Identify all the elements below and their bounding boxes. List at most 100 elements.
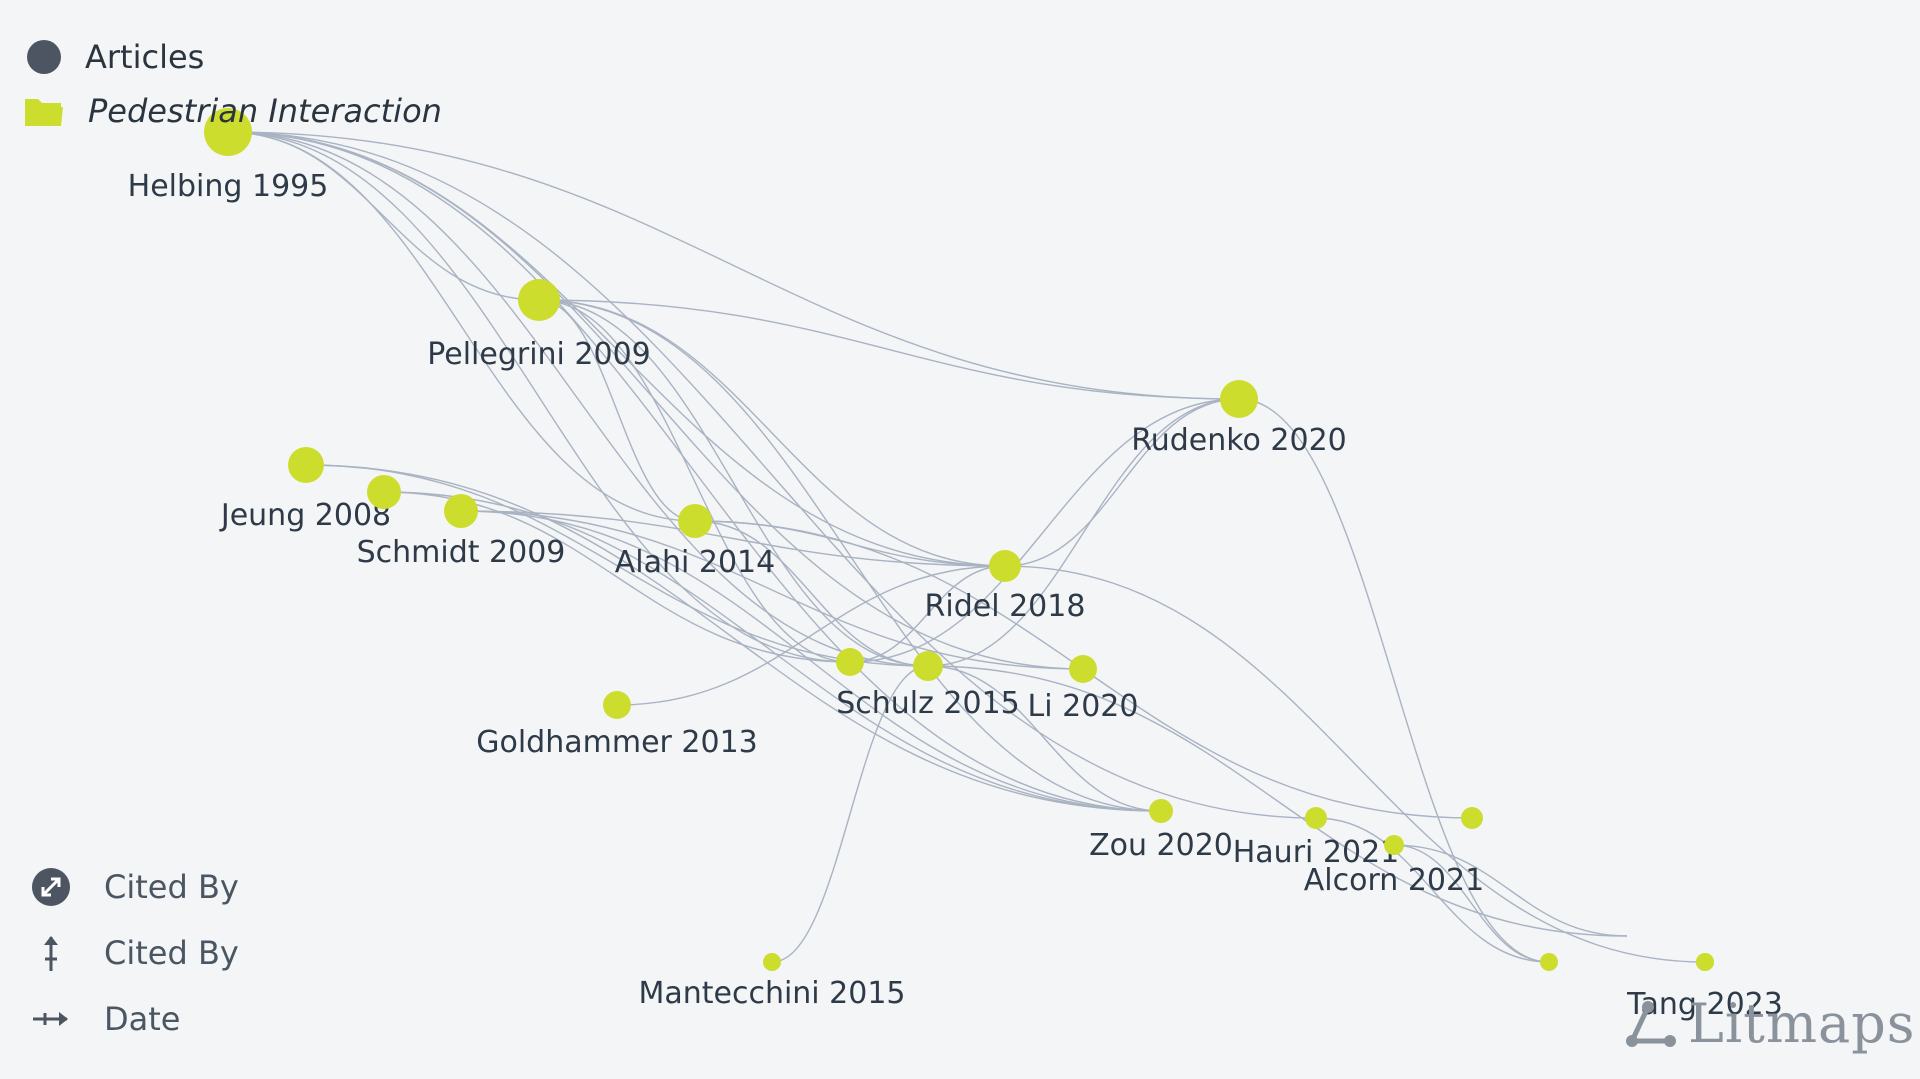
article-dot-icon [27,40,61,74]
y-axis-legend[interactable]: Cited By [30,920,239,986]
article-label[interactable]: Schmidt 2009 [357,535,566,570]
legend-collection[interactable]: Pedestrian Interaction [24,84,442,138]
article-node-n5[interactable] [367,475,401,509]
article-node-n19[interactable] [1540,953,1558,971]
article-dot[interactable] [444,494,478,528]
article-node-helbing[interactable]: Helbing 1995 [128,108,329,204]
arrow-right-icon [30,998,72,1040]
article-dot[interactable] [1461,807,1483,829]
article-node-alahi[interactable]: Alahi 2014 [615,504,775,580]
article-label[interactable]: Alcorn 2021 [1304,863,1484,898]
article-node-hauri[interactable]: Hauri 2021 [1233,807,1400,870]
citation-edge [538,299,851,663]
citation-edge [538,299,929,667]
citation-edge [927,665,1628,937]
citation-edge [849,398,1240,663]
x-axis-legend-label: Date [104,1000,181,1038]
citation-edge [305,464,929,667]
x-axis-legend[interactable]: Date [30,986,239,1052]
citation-edge [538,299,1162,812]
citation-edge [305,464,1162,812]
article-node-n10[interactable] [836,648,864,676]
article-label[interactable]: Alahi 2014 [615,545,775,580]
article-dot[interactable] [603,691,631,719]
citation-edge [383,491,1162,812]
article-label[interactable]: Ridel 2018 [925,589,1086,624]
article-label[interactable]: Jeung 2008 [219,498,391,533]
article-label[interactable]: Helbing 1995 [128,169,329,204]
citation-edge [927,398,1240,667]
article-dot[interactable] [913,651,943,681]
citation-edge [227,131,929,667]
article-label[interactable]: Zou 2020 [1089,828,1233,863]
article-label[interactable]: Schulz 2015 [836,686,1020,721]
citation-edge [849,565,1006,663]
arrow-up-icon [30,932,72,974]
article-dot[interactable] [518,279,560,321]
article-dot[interactable] [1069,655,1097,683]
article-node-mantecchini[interactable]: Mantecchini 2015 [638,953,906,1011]
article-dot[interactable] [836,648,864,676]
legend-articles-label: Articles [85,38,205,76]
article-dot[interactable] [678,504,712,538]
citation-edge [1315,817,1550,963]
article-node-schulz[interactable]: Schulz 2015 [836,651,1020,721]
article-dot[interactable] [1696,953,1714,971]
citation-edge [1393,844,1628,937]
article-node-ridel[interactable]: Ridel 2018 [925,550,1086,624]
size-legend[interactable]: Cited By [30,854,239,920]
article-dot[interactable] [1384,835,1404,855]
legend-collection-label: Pedestrian Interaction [88,92,442,130]
article-node-pellegrini[interactable]: Pellegrini 2009 [427,279,651,372]
legend: Articles Pedestrian Interaction [24,30,442,138]
article-dot[interactable] [204,108,252,156]
article-dot[interactable] [1305,807,1327,829]
article-node-li[interactable]: Li 2020 [1028,655,1139,724]
article-node-zou[interactable]: Zou 2020 [1089,799,1233,863]
citation-edge [538,299,1240,400]
citation-edge [227,131,851,663]
article-label[interactable]: Li 2020 [1028,689,1139,724]
article-node-schmidt[interactable]: Schmidt 2009 [357,494,566,570]
litmaps-wordmark: Litmaps [1688,992,1916,1055]
folder-icon [24,95,64,127]
article-dot[interactable] [288,447,324,483]
article-label[interactable]: Pellegrini 2009 [427,337,651,372]
article-dot[interactable] [989,550,1021,582]
article-dot[interactable] [1149,799,1173,823]
citation-edge [227,131,1162,812]
size-legend-label: Cited By [104,868,239,906]
article-node-rudenko[interactable]: Rudenko 2020 [1131,380,1347,458]
article-node-goldhammer[interactable]: Goldhammer 2013 [476,691,758,760]
article-label[interactable]: Rudenko 2020 [1131,423,1347,458]
litmaps-logo: Litmaps [1624,992,1916,1055]
article-label[interactable]: Mantecchini 2015 [638,976,905,1011]
litmaps-logo-icon [1626,1000,1676,1047]
legend-articles[interactable]: Articles [24,30,442,84]
article-node-alcorn[interactable]: Alcorn 2021 [1304,835,1484,898]
citation-edge [1004,565,1706,963]
expand-icon [30,866,72,908]
article-dot[interactable] [367,475,401,509]
article-dot[interactable] [763,953,781,971]
citation-edge [538,299,696,522]
citation-edge [1393,844,1550,963]
citation-edge [771,665,929,963]
article-dot[interactable] [1540,953,1558,971]
article-node-n16[interactable] [1461,807,1483,829]
citation-edge [460,510,1006,567]
citation-edge [227,131,1240,400]
citation-edge [227,131,696,522]
axis-legend: Cited By Cited By Date [30,854,239,1052]
citation-edge [927,665,1162,812]
article-node-jeung[interactable]: Jeung 2008 [219,447,391,533]
article-label[interactable]: Hauri 2021 [1233,835,1400,870]
citation-edge [694,520,929,667]
citation-edge [227,131,1084,670]
article-dot[interactable] [1220,380,1258,418]
article-label[interactable]: Goldhammer 2013 [476,725,758,760]
citation-edge [1004,398,1240,567]
y-axis-legend-label: Cited By [104,934,239,972]
citation-edge [227,131,1317,819]
